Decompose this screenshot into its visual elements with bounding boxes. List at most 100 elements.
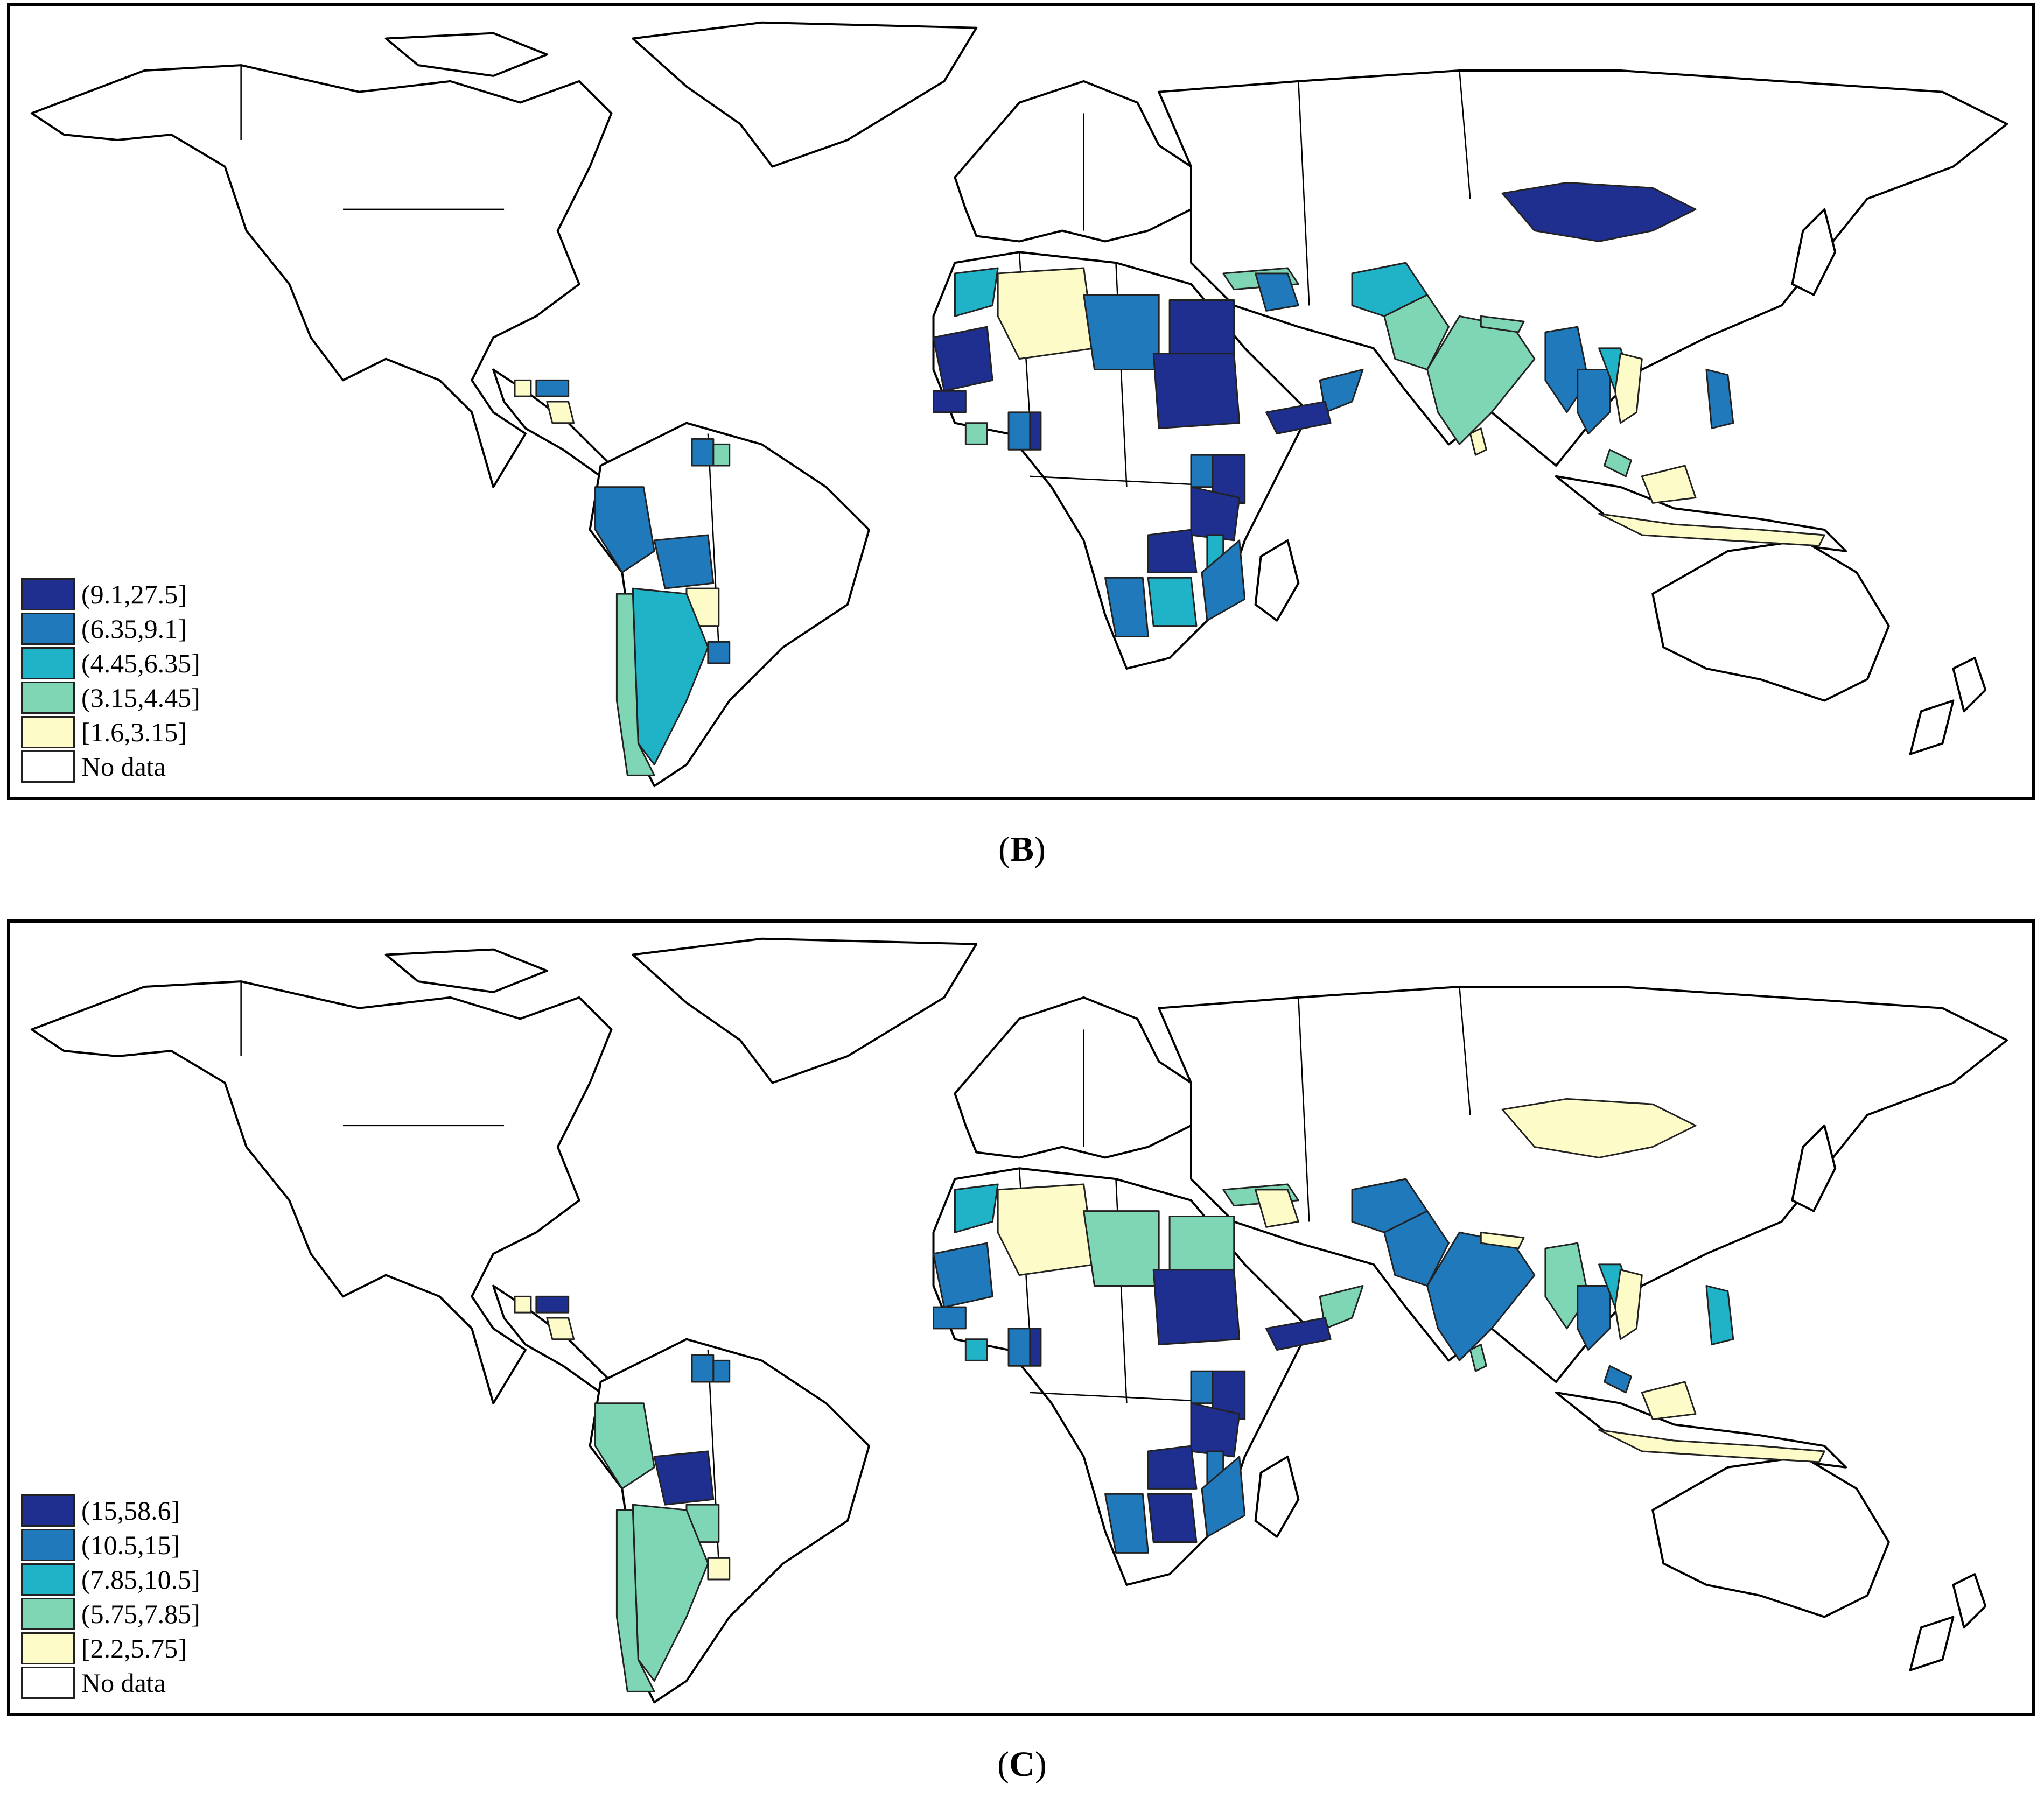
region-pakistan xyxy=(1383,1210,1450,1287)
legend-item: [1.6,3.15] xyxy=(21,715,200,749)
region-honduras xyxy=(535,1295,570,1314)
caption-close: ) xyxy=(1034,1745,1047,1784)
region-togo xyxy=(1029,1328,1042,1367)
region-algeria xyxy=(997,1183,1096,1276)
region-thailand xyxy=(1577,1284,1611,1351)
region-malaysia xyxy=(1604,1365,1632,1394)
region-morocco xyxy=(954,1183,999,1233)
legend-label: (3.15,4.45] xyxy=(81,683,200,713)
region-bolivia xyxy=(653,1450,715,1506)
region-togo xyxy=(1029,411,1042,451)
legend-label: (6.35,9.1] xyxy=(81,614,187,644)
caption-letter: C xyxy=(1009,1745,1035,1784)
region-egypt xyxy=(1168,1216,1235,1271)
region-morocco xyxy=(954,267,999,317)
region-borneo xyxy=(1641,1381,1697,1420)
region-thailand xyxy=(1577,368,1611,435)
legend-item: (5.75,7.85] xyxy=(21,1597,200,1631)
region-guyana xyxy=(691,1354,715,1383)
region-indonesia xyxy=(1598,512,1825,547)
region-philippines xyxy=(1705,1284,1734,1346)
legend-swatch xyxy=(21,1529,75,1561)
caption-open: ( xyxy=(997,1745,1010,1784)
region-western-sahara xyxy=(933,326,993,392)
region-bolivia xyxy=(653,534,715,589)
region-mozambique xyxy=(1201,539,1246,622)
region-tanzania xyxy=(1190,486,1241,542)
region-suriname xyxy=(712,443,731,467)
region-mozambique xyxy=(1201,1456,1246,1538)
region-nicaragua xyxy=(546,1317,575,1340)
legend-swatch xyxy=(21,750,75,783)
region-yemen xyxy=(1265,401,1332,435)
region-zambia xyxy=(1147,529,1198,573)
legend-label: [2.2,5.75] xyxy=(81,1633,187,1663)
legend-item: No data xyxy=(21,1666,200,1700)
region-vietnam xyxy=(1614,353,1643,424)
region-namibia xyxy=(1104,1493,1149,1554)
region-libya xyxy=(1083,294,1160,370)
legend-swatch xyxy=(21,578,75,610)
region-peru xyxy=(594,1402,655,1490)
region-nepal xyxy=(1480,315,1525,333)
region-libya xyxy=(1083,1210,1160,1287)
caption-close: ) xyxy=(1034,830,1046,869)
region-algeria xyxy=(997,267,1096,360)
choropleth-c xyxy=(514,1098,1825,1692)
legend-item: (4.45,6.35] xyxy=(21,646,200,680)
legend-item: (3.15,4.45] xyxy=(21,680,200,715)
legend-swatch xyxy=(21,1563,75,1596)
caption-c: (C) xyxy=(0,1744,2044,1785)
region-ghana xyxy=(1007,411,1031,451)
map-panel-b: (9.1,27.5] (6.35,9.1] (4.45,6.35] (3.15,… xyxy=(7,3,2035,800)
region-iraq xyxy=(1255,1189,1299,1228)
legend-item: (9.1,27.5] xyxy=(21,577,200,612)
legend-b: (9.1,27.5] (6.35,9.1] (4.45,6.35] (3.15,… xyxy=(21,577,200,784)
map-panel-c: (15,58.6] (10.5,15] (7.85,10.5] (5.75,7.… xyxy=(7,919,2035,1716)
region-uruguay xyxy=(707,641,731,664)
region-india xyxy=(1426,1231,1536,1361)
region-pakistan xyxy=(1383,294,1450,370)
legend-item: (15,58.6] xyxy=(21,1493,200,1528)
legend-swatch xyxy=(21,1494,75,1527)
legend-swatch xyxy=(21,682,75,714)
region-malaysia xyxy=(1604,448,1632,477)
region-iraq xyxy=(1255,272,1299,312)
legend-label: (10.5,15] xyxy=(81,1530,180,1560)
region-guyana xyxy=(691,438,715,467)
region-zambia xyxy=(1147,1445,1198,1490)
region-peru xyxy=(594,486,655,573)
region-vietnam xyxy=(1614,1269,1643,1340)
region-yemen xyxy=(1265,1317,1332,1351)
world-map-c xyxy=(30,937,2008,1704)
region-borneo xyxy=(1641,465,1697,504)
world-map-b xyxy=(30,21,2008,788)
region-senegal xyxy=(933,1306,967,1330)
region-nicaragua xyxy=(546,401,575,424)
legend-swatch xyxy=(21,1598,75,1630)
legend-label: No data xyxy=(81,1668,166,1698)
region-uganda xyxy=(1190,454,1214,488)
legend-label: (7.85,10.5] xyxy=(81,1564,200,1595)
region-guinea xyxy=(964,1338,988,1361)
region-india xyxy=(1426,315,1536,445)
legend-label: No data xyxy=(81,752,166,782)
legend-item: (10.5,15] xyxy=(21,1528,200,1562)
legend-label: (5.75,7.85] xyxy=(81,1599,200,1629)
region-nepal xyxy=(1480,1231,1525,1249)
region-chile xyxy=(615,1509,655,1692)
choropleth-b xyxy=(514,181,1825,776)
legend-label: (4.45,6.35] xyxy=(81,648,200,678)
region-sudan xyxy=(1152,1269,1241,1346)
region-sri-lanka xyxy=(1469,427,1487,456)
caption-letter: B xyxy=(1010,830,1034,869)
region-honduras xyxy=(535,379,570,397)
region-sri-lanka xyxy=(1469,1344,1487,1372)
region-mongolia xyxy=(1501,181,1697,242)
legend-item: [2.2,5.75] xyxy=(21,1631,200,1666)
legend-label: (9.1,27.5] xyxy=(81,579,187,609)
legend-swatch xyxy=(21,647,75,679)
region-sudan xyxy=(1152,353,1241,430)
region-tanzania xyxy=(1190,1402,1241,1458)
caption-open: ( xyxy=(998,830,1010,869)
